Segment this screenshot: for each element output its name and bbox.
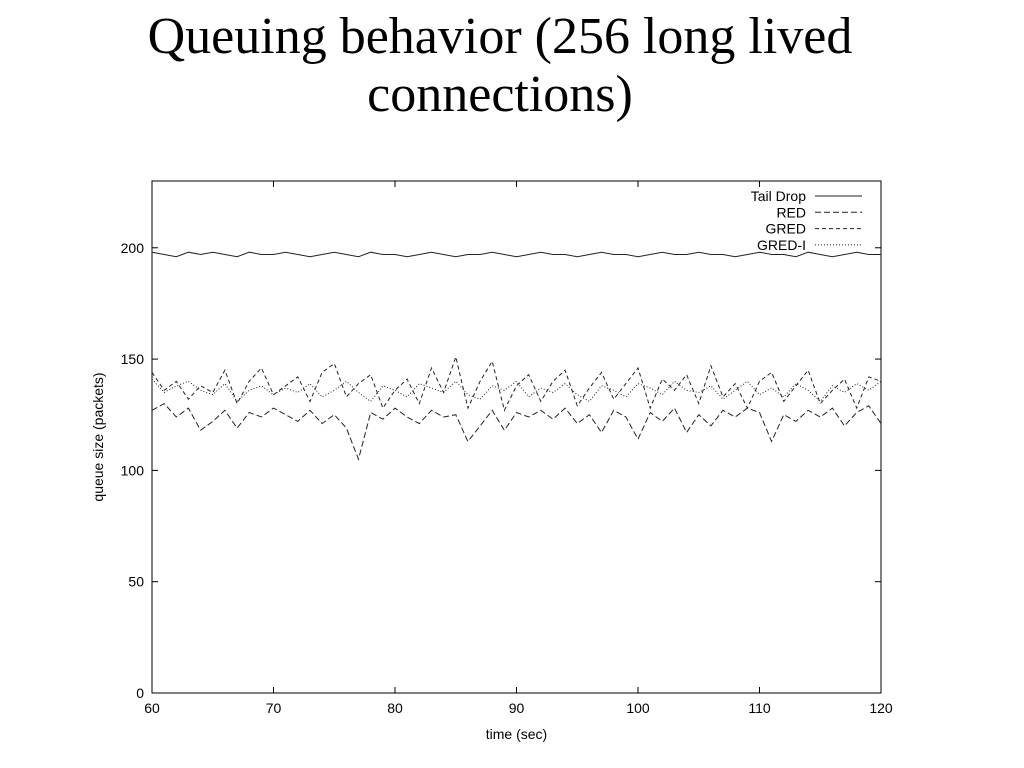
y-tick-label: 50	[128, 574, 144, 590]
legend-label: RED	[776, 204, 806, 220]
slide-title-line-1: Queuing behavior (256 long lived	[147, 8, 853, 65]
y-axis-label: queue size (packets)	[90, 372, 106, 501]
y-tick-label: 150	[121, 351, 145, 367]
x-tick-label: 100	[626, 700, 650, 716]
series-line-red	[151, 402, 882, 461]
x-tick-label: 120	[869, 700, 893, 716]
x-tick-label: 90	[509, 700, 525, 716]
legend-label: GRED-I	[757, 237, 806, 253]
series-line-gred	[151, 355, 882, 412]
series-line-gred-i	[151, 378, 882, 403]
y-tick-label: 0	[136, 685, 144, 701]
slide-title: Queuing behavior (256 long lived connect…	[0, 8, 1000, 124]
x-tick-label: 110	[748, 700, 771, 716]
series-lines	[151, 251, 882, 461]
slide-title-line-2: connections)	[367, 66, 633, 123]
legend-label: Tail Drop	[751, 188, 806, 204]
x-axis-label: time (sec)	[486, 726, 547, 742]
x-tick-label: 60	[144, 700, 160, 716]
y-tick-label: 100	[121, 462, 145, 478]
x-tick-label: 80	[387, 700, 403, 716]
y-tick-label: 200	[121, 240, 145, 256]
axis-ticks: 60 70 80 90 100 110 120 0 50 100 150 200	[121, 181, 893, 716]
series-line-tail-drop	[151, 251, 881, 258]
plot-frame	[151, 180, 882, 694]
x-tick-label: 70	[266, 700, 282, 716]
legend-label: GRED	[766, 221, 806, 237]
